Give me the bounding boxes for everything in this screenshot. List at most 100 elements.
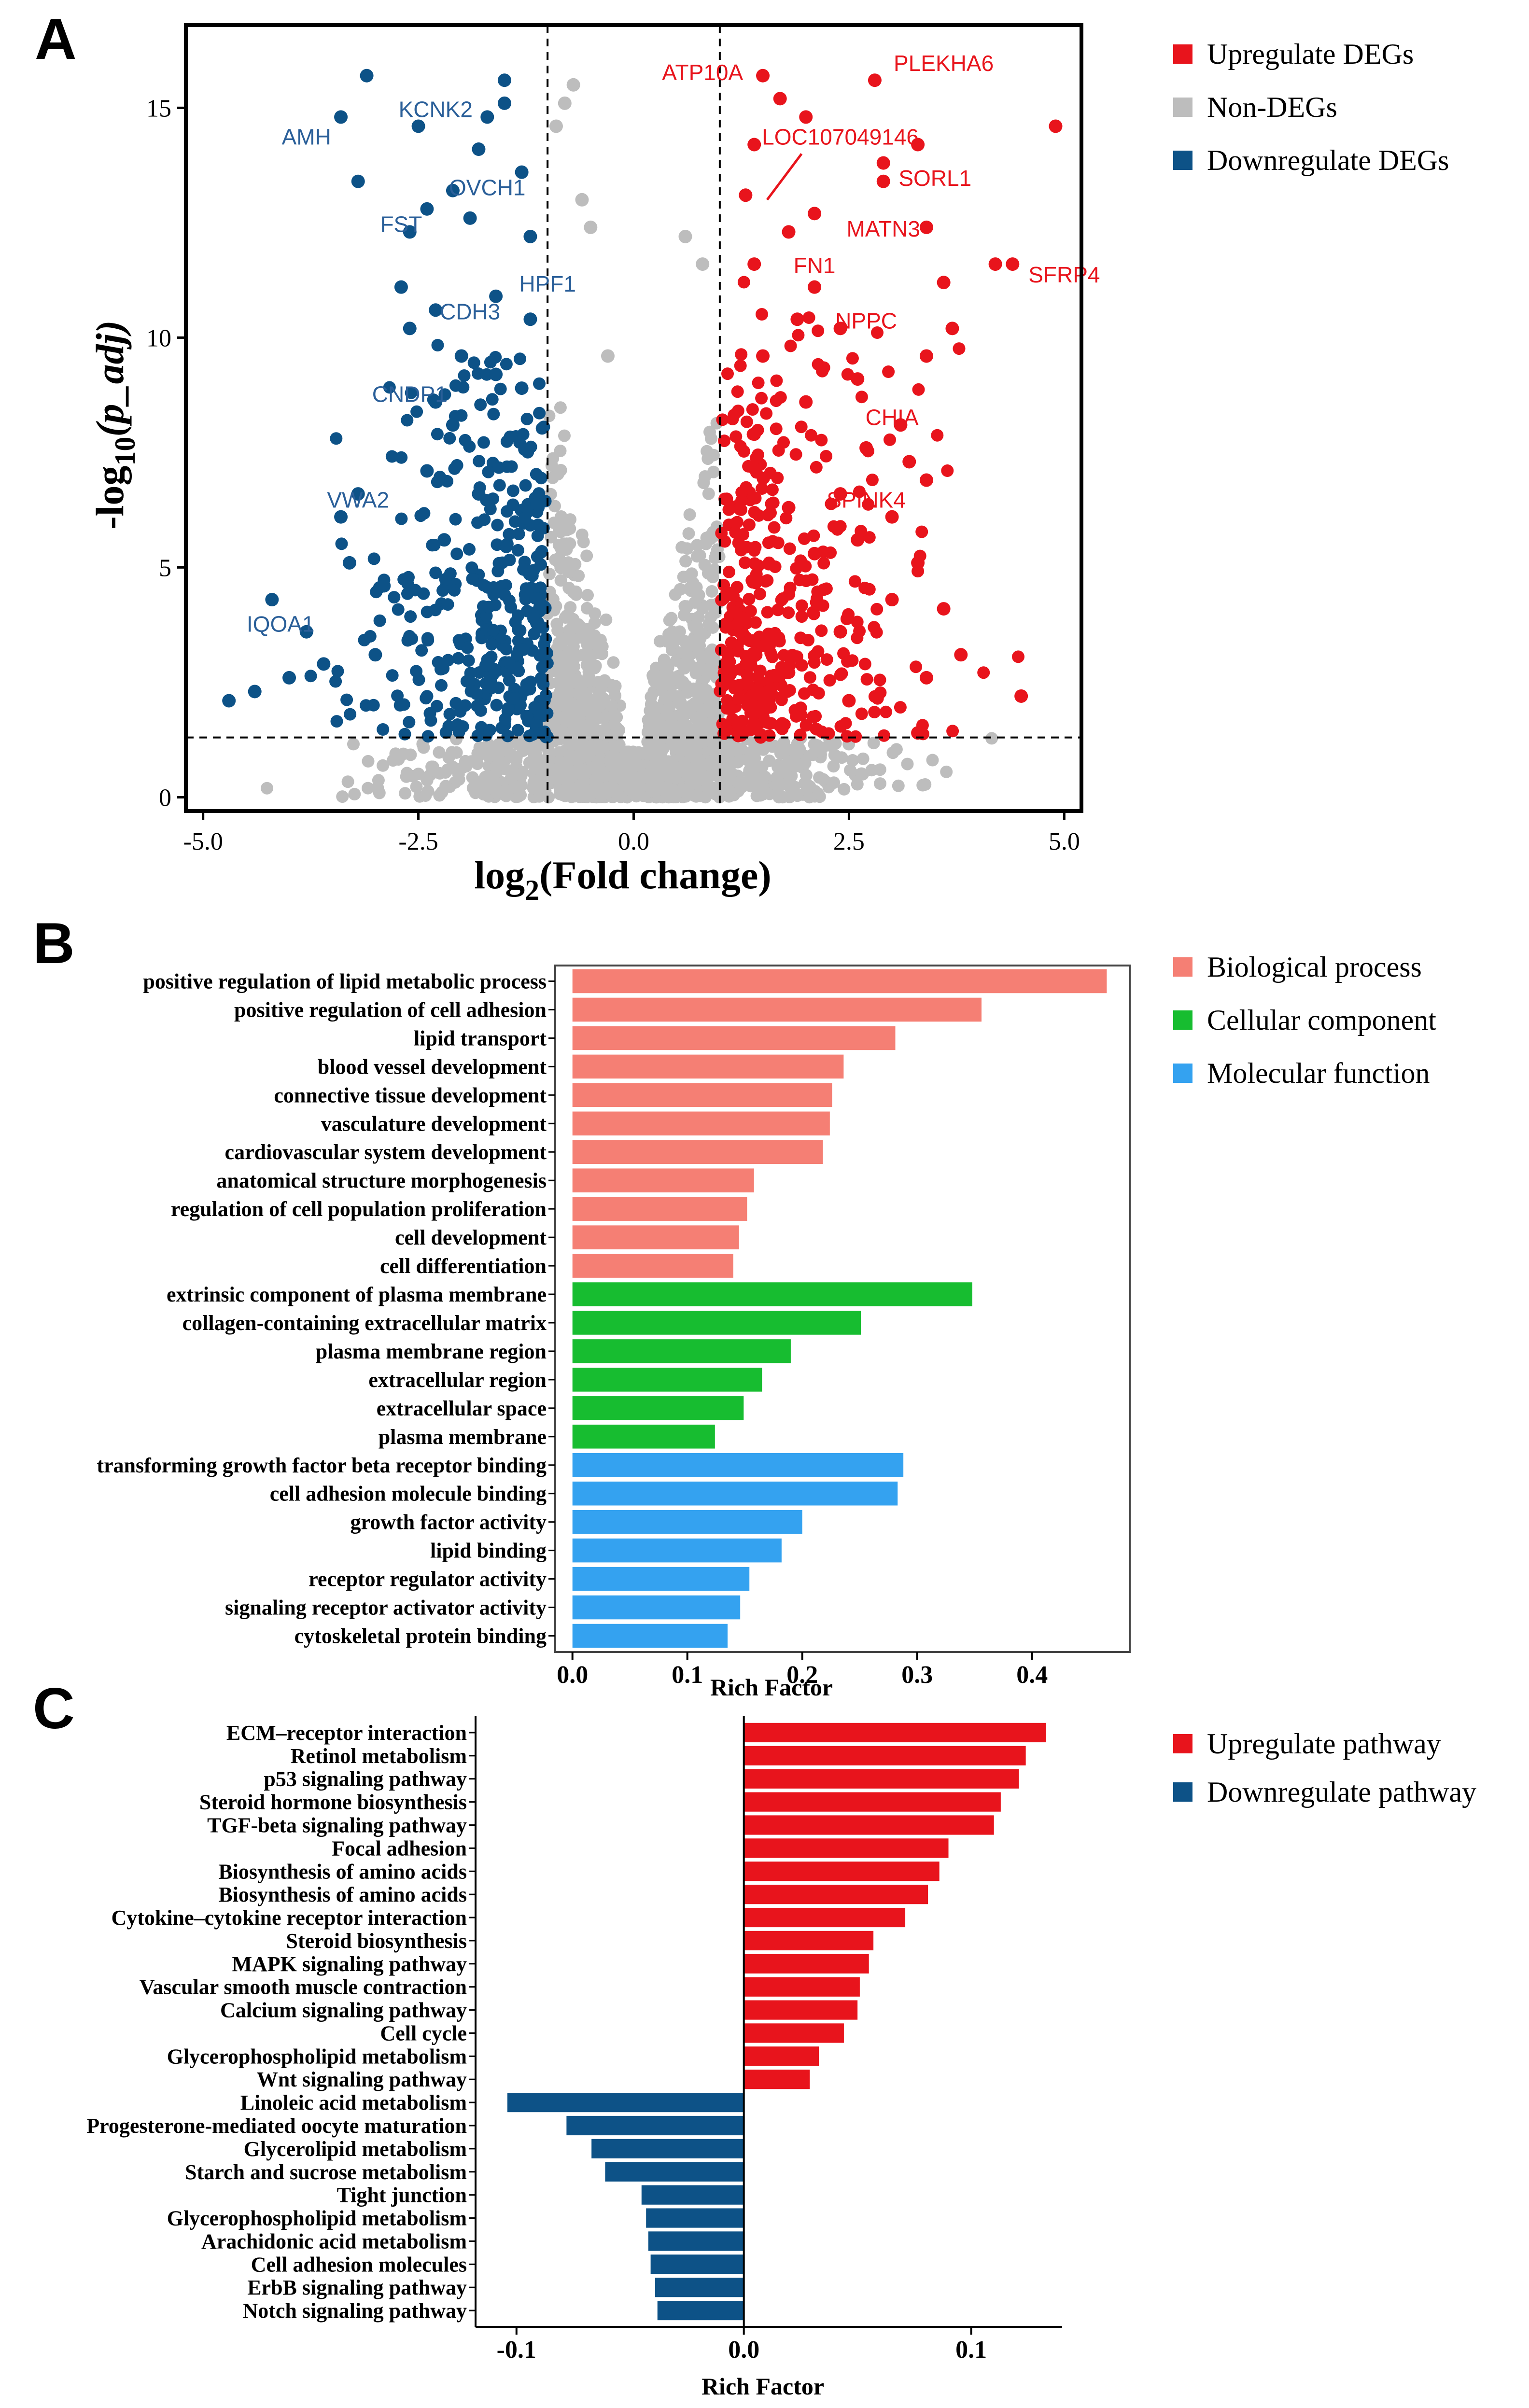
volcano-point-non bbox=[421, 774, 434, 787]
volcano-point-down bbox=[518, 443, 531, 456]
volcano-point-down bbox=[477, 436, 490, 449]
go-category-label: extrinsic component of plasma membrane bbox=[167, 1283, 547, 1306]
volcano-point-down bbox=[500, 358, 513, 371]
volcano-point-down bbox=[394, 280, 408, 294]
volcano-point-non bbox=[772, 761, 785, 773]
kegg-category-label: Calcium signaling pathway bbox=[220, 1999, 467, 2022]
volcano-point-up bbox=[734, 359, 747, 372]
volcano-point-down bbox=[410, 405, 423, 418]
volcano-point-non bbox=[543, 409, 556, 422]
go-legend: Biological process Cellular component Mole… bbox=[1173, 951, 1436, 1089]
volcano-point-non bbox=[605, 679, 618, 692]
volcano-point-non bbox=[475, 747, 488, 760]
volcano-point-down bbox=[304, 670, 317, 683]
volcano-point-up bbox=[803, 671, 816, 684]
volcano-point-non bbox=[750, 789, 763, 802]
volcano-point-up bbox=[782, 225, 796, 239]
volcano-point-non bbox=[400, 767, 413, 780]
volcano-point-down bbox=[449, 513, 462, 526]
go-x-axis-title: Rich Factor bbox=[710, 1674, 833, 1701]
go-category-label: cardiovascular system development bbox=[225, 1140, 547, 1164]
kegg-bar-up bbox=[743, 1746, 1026, 1765]
volcano-point-non bbox=[751, 742, 764, 756]
volcano-point-up bbox=[1014, 689, 1028, 703]
volcano-point-non bbox=[550, 643, 563, 656]
volcano-point-down bbox=[535, 545, 548, 558]
volcano-point-down bbox=[519, 512, 532, 525]
y-tick-label: 5 bbox=[159, 554, 171, 582]
volcano-point-up bbox=[715, 527, 728, 540]
volcano-point-up bbox=[837, 647, 850, 660]
volcano-point-non bbox=[490, 786, 503, 799]
volcano-point-non bbox=[657, 729, 670, 742]
go-bar-bp bbox=[572, 1140, 823, 1164]
legend-swatch-bp bbox=[1173, 957, 1192, 977]
volcano-point-non bbox=[744, 755, 757, 768]
volcano-point-up bbox=[779, 686, 792, 699]
volcano-point-non bbox=[892, 779, 905, 792]
volcano-point-non bbox=[434, 767, 447, 780]
volcano-point-down bbox=[329, 675, 342, 688]
volcano-point-down bbox=[482, 601, 495, 614]
volcano-point-up bbox=[770, 374, 783, 387]
volcano-point-up bbox=[919, 220, 933, 234]
volcano-point-non bbox=[744, 780, 757, 793]
volcano-point-up bbox=[841, 730, 854, 743]
volcano-point-non bbox=[874, 777, 886, 790]
volcano-y-axis-title: -log10(p_adj) bbox=[88, 320, 141, 530]
volcano-point-up bbox=[812, 687, 825, 700]
volcano-point-down bbox=[494, 382, 507, 395]
volcano-point-non bbox=[901, 757, 914, 770]
go-bar-bp bbox=[572, 1168, 754, 1192]
volcano-point-down bbox=[482, 465, 495, 478]
volcano-point-down bbox=[222, 694, 236, 708]
volcano-point-non bbox=[763, 787, 776, 800]
gene-label: SORL1 bbox=[898, 166, 971, 191]
volcano-point-down bbox=[506, 484, 519, 497]
kegg-x-tick-label: -0.1 bbox=[497, 2336, 536, 2364]
volcano-point-non bbox=[707, 652, 720, 665]
kegg-category-label: Glycerophospholipid metabolism bbox=[167, 2207, 467, 2230]
volcano-point-down bbox=[429, 395, 443, 409]
volcano-point-non bbox=[551, 773, 564, 786]
volcano-point-up bbox=[732, 679, 745, 692]
volcano-point-non bbox=[808, 738, 821, 751]
kegg-bar-up bbox=[743, 1769, 1019, 1789]
volcano-point-non bbox=[702, 487, 715, 500]
volcano-point-down bbox=[391, 689, 404, 702]
volcano-point-non bbox=[665, 736, 678, 749]
volcano-point-down bbox=[330, 432, 343, 445]
volcano-point-non bbox=[347, 738, 360, 751]
kegg-category-label: Cytokine–cytokine receptor interaction bbox=[112, 1906, 467, 1930]
volcano-point-up bbox=[771, 472, 784, 484]
volcano-point-up bbox=[748, 506, 761, 518]
volcano-point-down bbox=[507, 692, 520, 705]
volcano-point-non bbox=[557, 711, 570, 724]
volcano-point-non bbox=[705, 599, 718, 612]
volcano-point-non bbox=[771, 771, 784, 784]
kegg-bar-down bbox=[650, 2254, 744, 2274]
volcano-point-up bbox=[741, 669, 754, 682]
legend-swatch-cc bbox=[1173, 1010, 1192, 1030]
volcano-point-down bbox=[539, 602, 552, 615]
volcano-point-down bbox=[364, 630, 377, 643]
gene-label: CDH3 bbox=[440, 299, 500, 324]
volcano-point-up bbox=[977, 666, 990, 679]
kegg-bar-down bbox=[655, 2278, 744, 2297]
go-bar-bp bbox=[572, 997, 982, 1022]
go-category-label: cytoskeletal protein binding bbox=[295, 1624, 547, 1648]
kegg-category-label: Wnt signaling pathway bbox=[257, 2068, 467, 2091]
volcano-point-up bbox=[870, 602, 884, 616]
volcano-point-down bbox=[450, 547, 463, 560]
volcano-point-up bbox=[762, 685, 775, 698]
volcano-point-non bbox=[582, 665, 595, 678]
volcano-point-up bbox=[757, 472, 770, 485]
go-bar-mf bbox=[572, 1481, 898, 1506]
volcano-point-non bbox=[783, 791, 796, 803]
volcano-point-non bbox=[655, 780, 668, 793]
volcano-point-up bbox=[841, 368, 854, 381]
volcano-point-up bbox=[749, 616, 762, 629]
volcano-point-non bbox=[708, 563, 721, 576]
volcano-point-up bbox=[729, 606, 743, 619]
volcano-point-down bbox=[448, 584, 461, 597]
